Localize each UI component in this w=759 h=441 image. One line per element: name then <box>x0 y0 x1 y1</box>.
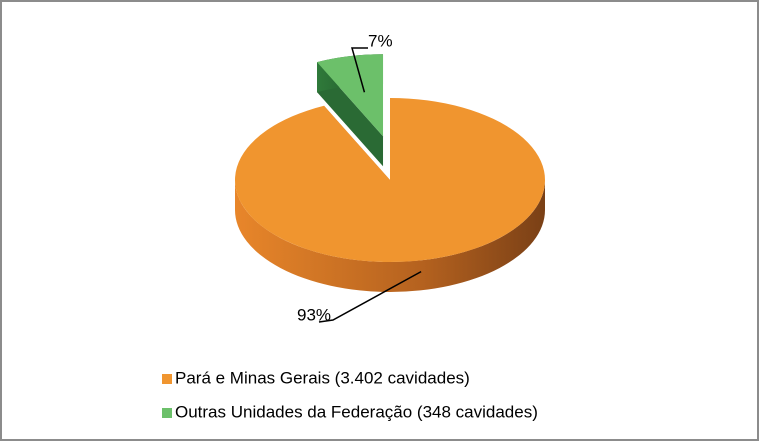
leader-line <box>318 270 422 323</box>
legend-swatch <box>162 374 172 384</box>
pie-slice <box>317 54 384 137</box>
data-label: 93% <box>297 305 331 324</box>
legend-label: Pará e Minas Gerais (3.402 cavidades) <box>175 368 470 387</box>
slice-side <box>235 180 545 292</box>
pie-slice <box>234 98 545 262</box>
legend-swatch <box>162 408 172 418</box>
leader-line <box>351 47 368 93</box>
data-label: 7% <box>368 31 393 50</box>
legend-label: Outras Unidades da Federação (348 cavida… <box>175 402 538 421</box>
